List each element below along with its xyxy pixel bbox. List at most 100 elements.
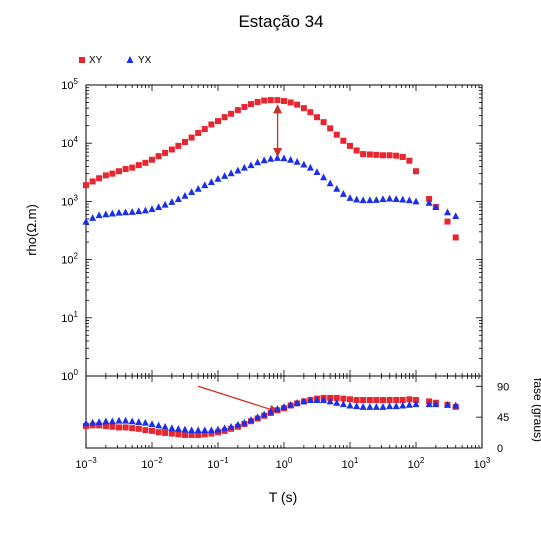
phase-point-xy bbox=[201, 431, 208, 438]
rho-point-yx bbox=[287, 155, 295, 163]
phase-point-yx bbox=[260, 410, 268, 418]
rho-point-yx bbox=[412, 197, 420, 205]
phase-point-yx bbox=[386, 402, 394, 410]
phase-point-yx bbox=[148, 420, 156, 427]
phase-plot-frame bbox=[85, 375, 483, 449]
x-tick-label-exponent: −3 bbox=[88, 456, 98, 465]
rho-point-xy bbox=[221, 114, 228, 121]
rho-point-xy bbox=[307, 109, 314, 116]
phase-point-xy bbox=[175, 431, 182, 438]
phase-point-xy bbox=[399, 397, 406, 403]
phase-point-yx bbox=[287, 401, 295, 408]
rho-point-xy bbox=[320, 119, 327, 126]
phase-point-yx bbox=[353, 402, 361, 410]
y-tick-label-exponent: 1 bbox=[74, 310, 79, 319]
phase-point-yx bbox=[89, 418, 97, 426]
phase-point-xy bbox=[181, 431, 188, 438]
rho-point-xy bbox=[413, 168, 419, 175]
rho-point-xy bbox=[327, 125, 334, 132]
phase-point-xy bbox=[135, 425, 142, 432]
phase-point-yx bbox=[300, 397, 308, 405]
rho-point-yx bbox=[135, 207, 143, 215]
rho-point-xy bbox=[89, 178, 96, 185]
rho-point-yx bbox=[82, 217, 90, 225]
rho-point-yx bbox=[234, 166, 242, 174]
x-tick-label-exponent: 3 bbox=[486, 456, 491, 465]
rho-point-yx bbox=[128, 208, 136, 215]
x-tick-label: 10−1 bbox=[207, 456, 229, 471]
rho-point-xy bbox=[208, 121, 215, 128]
rho-point-yx bbox=[214, 174, 222, 182]
rho-point-yx bbox=[174, 195, 182, 202]
legend: XY YX bbox=[79, 55, 152, 66]
rho-point-yx bbox=[247, 161, 255, 169]
phase-point-xy bbox=[142, 427, 149, 434]
ticks-layer bbox=[85, 84, 483, 449]
resistivity-plot-frame bbox=[85, 84, 483, 377]
phase-point-yx bbox=[247, 416, 255, 423]
rho-point-xy bbox=[129, 164, 136, 171]
rho-point-yx bbox=[300, 160, 308, 168]
legend-xy-marker bbox=[79, 57, 85, 63]
rho-point-yx bbox=[267, 154, 275, 162]
rho-point-xy bbox=[181, 138, 188, 145]
rho-point-yx bbox=[254, 158, 262, 166]
rho-point-yx bbox=[115, 208, 123, 216]
rho-point-yx bbox=[108, 209, 116, 217]
rho-point-xy bbox=[393, 152, 400, 159]
rho-point-xy bbox=[215, 118, 221, 125]
rho-point-yx bbox=[379, 195, 387, 202]
phase-point-yx bbox=[306, 396, 314, 403]
rho-point-xy bbox=[142, 159, 149, 166]
phase-point-xy bbox=[155, 429, 162, 436]
phase-point-yx bbox=[273, 405, 281, 412]
y-axis-label-phase: fase (graus) bbox=[531, 378, 541, 442]
phase-point-yx bbox=[399, 401, 407, 409]
phase-point-xy bbox=[208, 430, 215, 437]
phase-point-xy bbox=[406, 396, 413, 403]
phase-point-yx bbox=[412, 400, 420, 408]
rho-point-xy bbox=[360, 151, 367, 158]
rho-point-yx bbox=[443, 208, 451, 216]
phase-point-yx bbox=[122, 416, 130, 424]
rho-point-xy bbox=[168, 146, 175, 153]
phase-point-yx bbox=[405, 401, 413, 408]
y-tick-label-rho: 105 bbox=[61, 77, 78, 92]
phase-point-yx bbox=[227, 422, 235, 430]
phase-point-yx bbox=[372, 403, 380, 410]
x-tick-label: 101 bbox=[342, 456, 359, 471]
rho-point-xy bbox=[122, 166, 129, 173]
rho-point-yx bbox=[168, 198, 176, 205]
phase-point-yx bbox=[346, 401, 354, 409]
points-layer bbox=[82, 97, 460, 438]
x-tick-label: 100 bbox=[276, 456, 293, 471]
rho-point-yx bbox=[148, 205, 156, 213]
rho-point-yx bbox=[280, 154, 288, 162]
rho-point-yx bbox=[122, 208, 130, 216]
phase-point-yx bbox=[155, 421, 163, 429]
rho-point-yx bbox=[353, 195, 361, 203]
rho-point-xy bbox=[228, 110, 235, 117]
y-tick-label-exponent: 3 bbox=[74, 193, 79, 202]
x-tick-label: 10−3 bbox=[75, 456, 97, 471]
rho-point-xy bbox=[96, 175, 103, 182]
rho-point-yx bbox=[432, 203, 440, 211]
phase-point-yx bbox=[366, 403, 374, 410]
phase-point-yx bbox=[313, 396, 321, 403]
rho-point-xy bbox=[175, 142, 182, 149]
rho-point-yx bbox=[181, 191, 189, 199]
phase-point-xy bbox=[393, 397, 400, 403]
rho-point-yx bbox=[339, 190, 347, 197]
phase-point-yx bbox=[168, 424, 176, 432]
rho-point-xy bbox=[241, 103, 248, 110]
rho-point-xy bbox=[366, 151, 373, 158]
y-tick-label-phase: 45 bbox=[497, 412, 509, 424]
rho-point-xy bbox=[115, 168, 122, 175]
rho-point-xy bbox=[373, 151, 380, 158]
phase-point-yx bbox=[392, 402, 400, 410]
rho-point-yx bbox=[221, 172, 229, 179]
rho-point-yx bbox=[399, 195, 407, 203]
phase-point-yx bbox=[326, 397, 334, 405]
phase-point-yx bbox=[102, 417, 110, 425]
x-tick-label: 102 bbox=[408, 456, 425, 471]
